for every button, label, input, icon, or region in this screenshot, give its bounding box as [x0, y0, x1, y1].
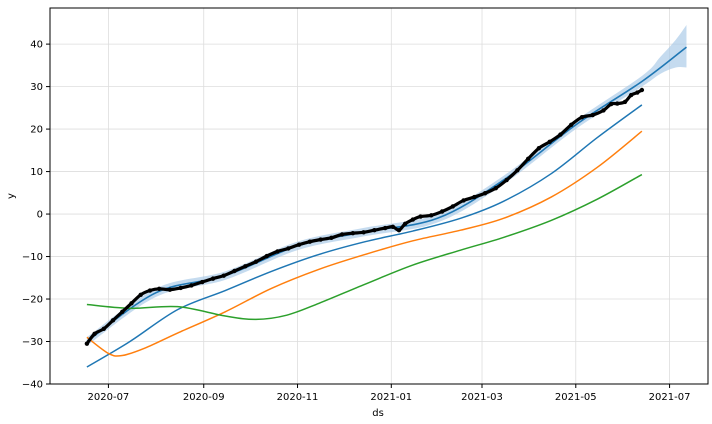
observed-point — [504, 177, 509, 183]
y-tick-label: 30 — [30, 82, 43, 93]
observed-point — [568, 122, 574, 128]
observed-point — [339, 232, 345, 237]
grid-layer — [50, 8, 708, 385]
observed-point — [429, 213, 434, 218]
observed-point — [382, 225, 388, 231]
observed-point — [275, 249, 280, 254]
observed-point — [608, 101, 614, 107]
component-line-series_c — [86, 173, 643, 321]
observed-point — [138, 292, 143, 297]
observed-point — [639, 87, 645, 93]
x-axis-ticks: 2020-07 2020-09 2020-11 2021-01 2021-03 2021-… — [88, 384, 691, 403]
observed-point — [402, 221, 408, 227]
observed-point — [200, 279, 205, 285]
component-line-series_b — [86, 130, 643, 357]
observed-point — [129, 301, 134, 306]
observed-point — [493, 185, 499, 191]
observed-point — [120, 309, 125, 314]
y-tick-label: −30 — [22, 337, 43, 348]
observed-point — [329, 235, 334, 241]
observed-point — [601, 108, 606, 113]
y-tick-label: 0 — [37, 210, 43, 221]
observed-point — [547, 139, 552, 145]
observed-point — [615, 101, 620, 106]
observed-point — [635, 90, 640, 95]
observed-point — [590, 112, 595, 118]
observed-point — [253, 259, 259, 264]
series-lines-layer — [86, 46, 687, 368]
observed-point — [622, 99, 628, 105]
x-tick-label: 2020-07 — [88, 392, 130, 403]
observed-point — [243, 264, 248, 269]
observed-point — [390, 224, 396, 230]
x-tick-label: 2020-11 — [277, 392, 319, 403]
y-axis-ticks: −40 −30 −20 −10 0 10 20 30 40 — [22, 40, 50, 391]
x-tick-label: 2021-05 — [555, 392, 597, 403]
observed-point — [156, 286, 162, 292]
observed-point — [101, 326, 107, 331]
x-axis-label: ds — [372, 408, 384, 419]
y-tick-label: 20 — [30, 125, 43, 136]
observed-point — [350, 230, 356, 236]
component-line-series_a — [86, 104, 643, 368]
observed-point — [167, 287, 173, 292]
observed-point — [450, 204, 455, 209]
plot-frame — [49, 7, 709, 385]
observed-point — [410, 217, 416, 222]
y-tick-label: −40 — [22, 380, 43, 391]
y-tick-label: −20 — [22, 295, 43, 306]
observed-point — [525, 156, 531, 162]
y-axis-label: y — [6, 193, 17, 199]
observed-point — [264, 253, 269, 259]
observed-point — [296, 242, 302, 247]
observed-point — [418, 214, 423, 219]
observed-point — [461, 198, 466, 203]
observed-trace — [85, 88, 644, 346]
uncertainty-band-layer — [86, 24, 687, 346]
observed-point — [558, 132, 563, 137]
observed-point — [84, 341, 90, 346]
observed-points-layer — [84, 87, 645, 346]
observed-point — [232, 268, 237, 274]
observed-point — [318, 237, 323, 242]
x-tick-label: 2021-01 — [370, 392, 412, 403]
y-tick-label: 40 — [30, 40, 43, 51]
observed-point — [110, 318, 116, 323]
x-tick-label: 2020-09 — [183, 392, 225, 403]
observed-point — [189, 283, 194, 288]
observed-point — [372, 228, 377, 233]
observed-point — [396, 228, 402, 233]
observed-point — [147, 288, 153, 293]
y-tick-label: 10 — [30, 167, 43, 178]
observed-point — [439, 209, 445, 214]
observed-point — [628, 92, 634, 98]
y-tick-label: −10 — [22, 252, 43, 263]
observed-point — [472, 194, 477, 200]
observed-point — [210, 276, 216, 281]
x-tick-label: 2021-07 — [649, 392, 691, 403]
observed-point — [361, 230, 366, 235]
observed-point — [536, 146, 542, 151]
observed-point — [579, 114, 585, 120]
observed-point — [92, 331, 97, 337]
observed-point — [178, 285, 183, 291]
observed-point — [286, 246, 291, 251]
x-tick-label: 2021-03 — [461, 392, 503, 403]
uncertainty-band — [86, 24, 687, 346]
observed-point — [515, 168, 520, 173]
observed-point — [221, 273, 226, 278]
observed-point — [482, 191, 488, 196]
forecast-line — [86, 46, 687, 343]
observed-point — [307, 239, 313, 244]
